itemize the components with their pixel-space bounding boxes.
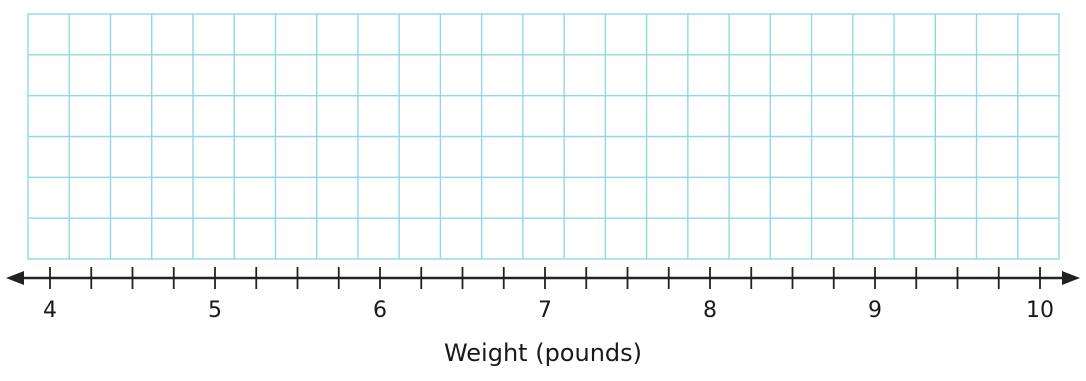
left-arrow-icon xyxy=(6,271,24,285)
number-line: 4 5 6 7 8 9 10 xyxy=(6,267,1080,323)
tick-label: 7 xyxy=(538,298,552,323)
dot-plot-grid xyxy=(27,13,1060,260)
number-line-labels: 4 5 6 7 8 9 10 xyxy=(43,298,1054,323)
tick-label: 5 xyxy=(208,298,222,323)
tick-label: 9 xyxy=(868,298,882,323)
tick-label: 4 xyxy=(43,298,57,323)
number-line-ticks xyxy=(49,267,1041,289)
tick-label: 10 xyxy=(1026,298,1054,323)
tick-label: 6 xyxy=(373,298,387,323)
right-arrow-icon xyxy=(1062,271,1080,285)
tick-label: 8 xyxy=(703,298,717,323)
axis-title: Weight (pounds) xyxy=(444,339,642,367)
